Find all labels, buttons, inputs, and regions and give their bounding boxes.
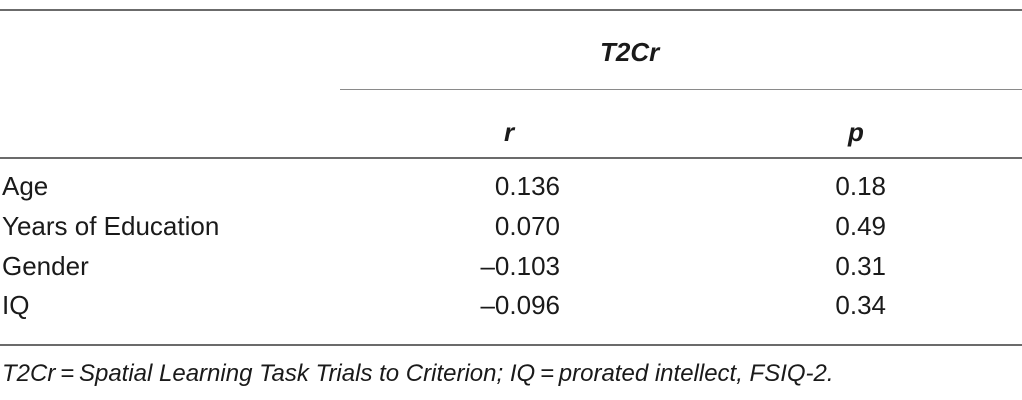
header-rule	[0, 157, 1022, 159]
row-label: Age	[2, 171, 49, 201]
top-rule	[0, 9, 1022, 11]
row-label: IQ	[2, 290, 30, 320]
value-r: –0.096	[480, 290, 560, 320]
group-header: T2Cr	[600, 37, 660, 67]
bottom-rule	[0, 344, 1022, 346]
column-header-p: p	[848, 117, 864, 147]
group-rule	[340, 89, 1022, 90]
value-r: 0.070	[494, 211, 560, 241]
value-r: 0.136	[494, 171, 560, 201]
value-r: –0.103	[480, 251, 560, 281]
row-label: Years of Education	[2, 211, 220, 241]
value-p: 0.31	[835, 251, 886, 281]
value-p: 0.34	[835, 290, 886, 320]
table-footnote: T2Cr = Spatial Learning Task Trials to C…	[2, 360, 834, 387]
row-label: Gender	[2, 251, 89, 281]
column-header-r: r	[504, 117, 515, 147]
value-p: 0.49	[835, 211, 886, 241]
value-p: 0.18	[835, 171, 886, 201]
